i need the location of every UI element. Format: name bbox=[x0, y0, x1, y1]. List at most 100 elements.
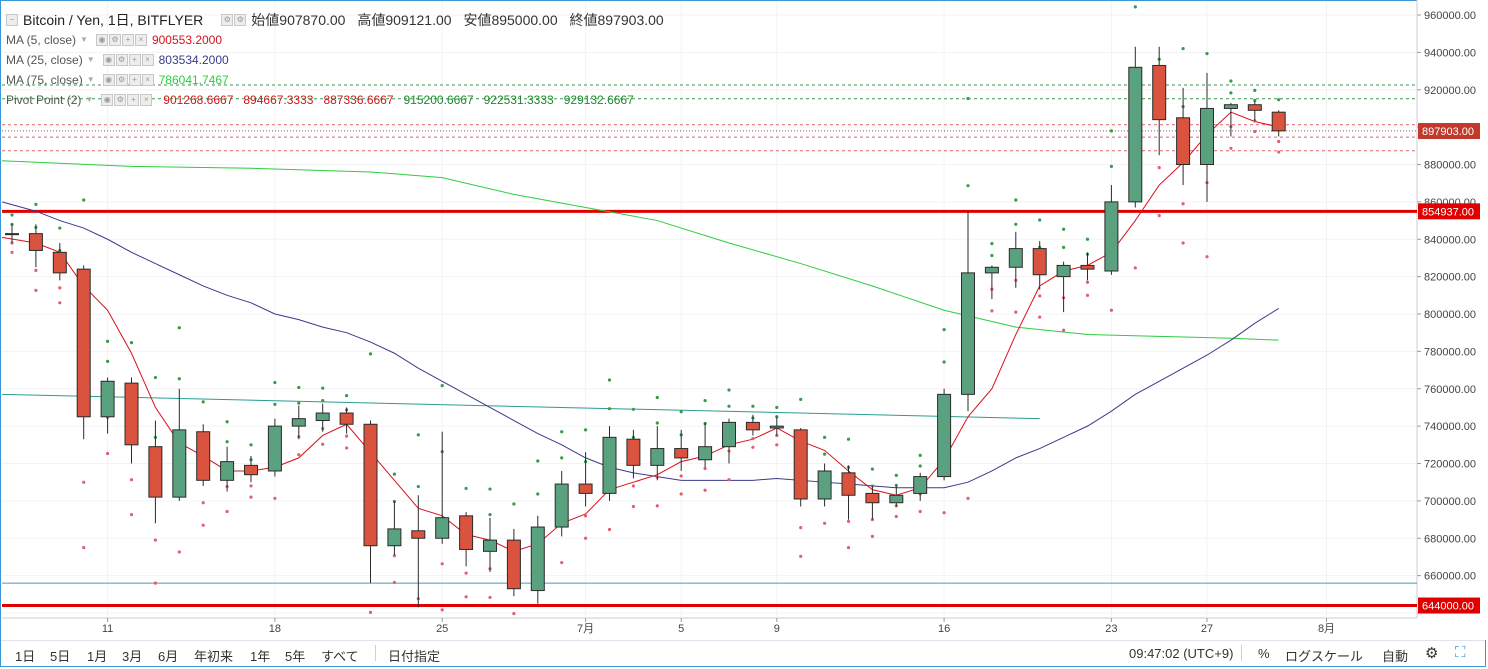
range-1d-button[interactable]: 1日 bbox=[15, 649, 36, 664]
close-icon[interactable]: × bbox=[134, 34, 147, 46]
candle-body bbox=[1271, 111, 1286, 132]
pivot-value-1: 901268.6667 bbox=[163, 93, 234, 107]
price-label-text: 644000.00 bbox=[1422, 601, 1474, 613]
pivot-dot bbox=[464, 571, 468, 575]
range-1y-button[interactable]: 1年 bbox=[250, 649, 271, 664]
range-all-button[interactable]: すべて bbox=[321, 649, 359, 664]
pivot-dot bbox=[153, 581, 157, 585]
pivot-dot bbox=[607, 527, 612, 532]
eye-icon[interactable]: ◉ bbox=[101, 94, 114, 106]
chevron-down-icon[interactable]: ▼ bbox=[85, 95, 94, 104]
candle-body bbox=[459, 515, 474, 550]
range-1m-button[interactable]: 1月 bbox=[87, 649, 108, 664]
price-chart[interactable]: 660000.00 680000.00 700000.00 720000.00 7400… bbox=[0, 0, 1488, 640]
chart-legend: − Bitcoin / Yen, 1日, BITFLYER ⚙ ⚙ 始値9078… bbox=[6, 10, 672, 110]
pivot-dot bbox=[1038, 218, 1042, 222]
settings-icon[interactable]: ⚙ bbox=[221, 14, 234, 26]
ma75-label[interactable]: MA (75, close) bbox=[6, 73, 83, 87]
pivot-dot bbox=[1277, 150, 1281, 154]
ma25-label[interactable]: MA (25, close) bbox=[6, 53, 83, 67]
y-tick-label: 920000.00 bbox=[1424, 85, 1476, 97]
x-tick-label: 8月 bbox=[1318, 623, 1335, 635]
close-icon[interactable]: × bbox=[141, 74, 154, 86]
pivot-dot bbox=[321, 386, 325, 390]
pivot-value-3: 887336.6667 bbox=[323, 93, 394, 107]
pivot-dot bbox=[846, 545, 851, 550]
pivot-dot bbox=[512, 612, 516, 616]
pivot-dot bbox=[34, 268, 38, 272]
pivot-dot bbox=[464, 595, 468, 599]
percent-scale-button[interactable]: % bbox=[1258, 646, 1270, 661]
y-tick-label: 760000.00 bbox=[1424, 384, 1476, 396]
pivot-dot bbox=[488, 487, 492, 491]
fullscreen-icon[interactable]: ⛶ bbox=[1455, 644, 1466, 661]
eye-icon[interactable]: ◉ bbox=[102, 54, 115, 66]
ma25-value: 803534.2000 bbox=[158, 53, 229, 67]
pivot-dot bbox=[942, 360, 946, 364]
pivot-dot bbox=[631, 484, 636, 488]
pivot-dot bbox=[703, 466, 707, 471]
pivot-dot bbox=[345, 394, 349, 398]
log-scale-button[interactable]: ログスケール bbox=[1285, 649, 1364, 664]
plus-icon[interactable]: + bbox=[121, 34, 134, 46]
pivot-dot bbox=[1085, 280, 1090, 284]
chevron-down-icon[interactable]: ▼ bbox=[86, 55, 95, 64]
range-ytd-button[interactable]: 年初来 bbox=[194, 649, 234, 664]
ma5-label[interactable]: MA (5, close) bbox=[6, 33, 77, 47]
gear-icon[interactable]: ⚙ bbox=[115, 54, 128, 66]
plus-icon[interactable]: + bbox=[128, 54, 141, 66]
eye-icon[interactable]: ◉ bbox=[95, 34, 108, 46]
pivot-dot bbox=[584, 428, 588, 432]
pivot-dot bbox=[751, 404, 755, 408]
pivot-dot bbox=[82, 198, 86, 202]
range-5d-button[interactable]: 5日 bbox=[50, 649, 71, 664]
range-5y-button[interactable]: 5年 bbox=[285, 649, 306, 664]
gear-icon[interactable]: ⚙ bbox=[115, 74, 128, 86]
x-tick-label: 7月 bbox=[577, 623, 594, 635]
chevron-down-icon[interactable]: ▼ bbox=[80, 35, 88, 44]
y-tick-label: 820000.00 bbox=[1424, 272, 1476, 284]
plus-icon[interactable]: + bbox=[128, 74, 141, 86]
clock-readout[interactable]: 09:47:02 (UTC+9) bbox=[1129, 646, 1234, 661]
pivot-dot bbox=[1038, 315, 1042, 319]
pivot-dot bbox=[870, 534, 875, 538]
pivot-dot bbox=[560, 560, 564, 565]
plus-icon[interactable]: + bbox=[127, 94, 140, 106]
gear-icon[interactable]: ⚙ bbox=[114, 94, 127, 106]
pivot-value-2: 894667.3333 bbox=[243, 93, 314, 107]
close-icon[interactable]: × bbox=[141, 54, 154, 66]
collapse-icon[interactable]: − bbox=[6, 14, 18, 26]
eye-icon[interactable]: ◉ bbox=[102, 74, 115, 86]
pivot-dot bbox=[1229, 79, 1233, 83]
range-6m-button[interactable]: 6月 bbox=[158, 649, 179, 664]
gear-icon[interactable]: ⚙ bbox=[108, 34, 121, 46]
pivot-dot bbox=[129, 341, 134, 345]
gear-icon[interactable]: ⚙ bbox=[234, 14, 247, 26]
x-tick-label: 18 bbox=[269, 623, 281, 635]
pivot-dot bbox=[273, 380, 277, 385]
pivot-dot bbox=[488, 512, 492, 517]
candle-body bbox=[506, 539, 521, 590]
candle-body bbox=[1104, 201, 1119, 272]
pivot-dot bbox=[58, 226, 62, 230]
pivot-label[interactable]: Pivot Point (2) bbox=[6, 93, 82, 107]
pivot-dot bbox=[703, 488, 707, 492]
pivot-dot bbox=[321, 442, 325, 446]
open-value: 907870.00 bbox=[279, 12, 346, 28]
gear-icon[interactable]: ⚙ bbox=[1425, 645, 1439, 662]
pivot-dot bbox=[34, 288, 38, 292]
pivot-dot bbox=[392, 554, 396, 558]
pivot-dot bbox=[488, 595, 492, 600]
range-3m-button[interactable]: 3月 bbox=[122, 649, 143, 664]
x-tick-label: 11 bbox=[102, 623, 113, 635]
ma25-line bbox=[1, 201, 1279, 489]
close-icon[interactable]: × bbox=[140, 94, 153, 106]
auto-scale-button[interactable]: 自動 bbox=[1382, 649, 1409, 664]
candle-body bbox=[530, 526, 545, 592]
chevron-down-icon[interactable]: ▼ bbox=[86, 75, 95, 84]
pivot-dot bbox=[1157, 166, 1161, 170]
candle-body bbox=[1200, 107, 1214, 165]
pivot-dot bbox=[655, 421, 659, 425]
pivot-dot bbox=[918, 509, 922, 514]
goto-date-button[interactable]: 日付指定 bbox=[388, 649, 441, 664]
